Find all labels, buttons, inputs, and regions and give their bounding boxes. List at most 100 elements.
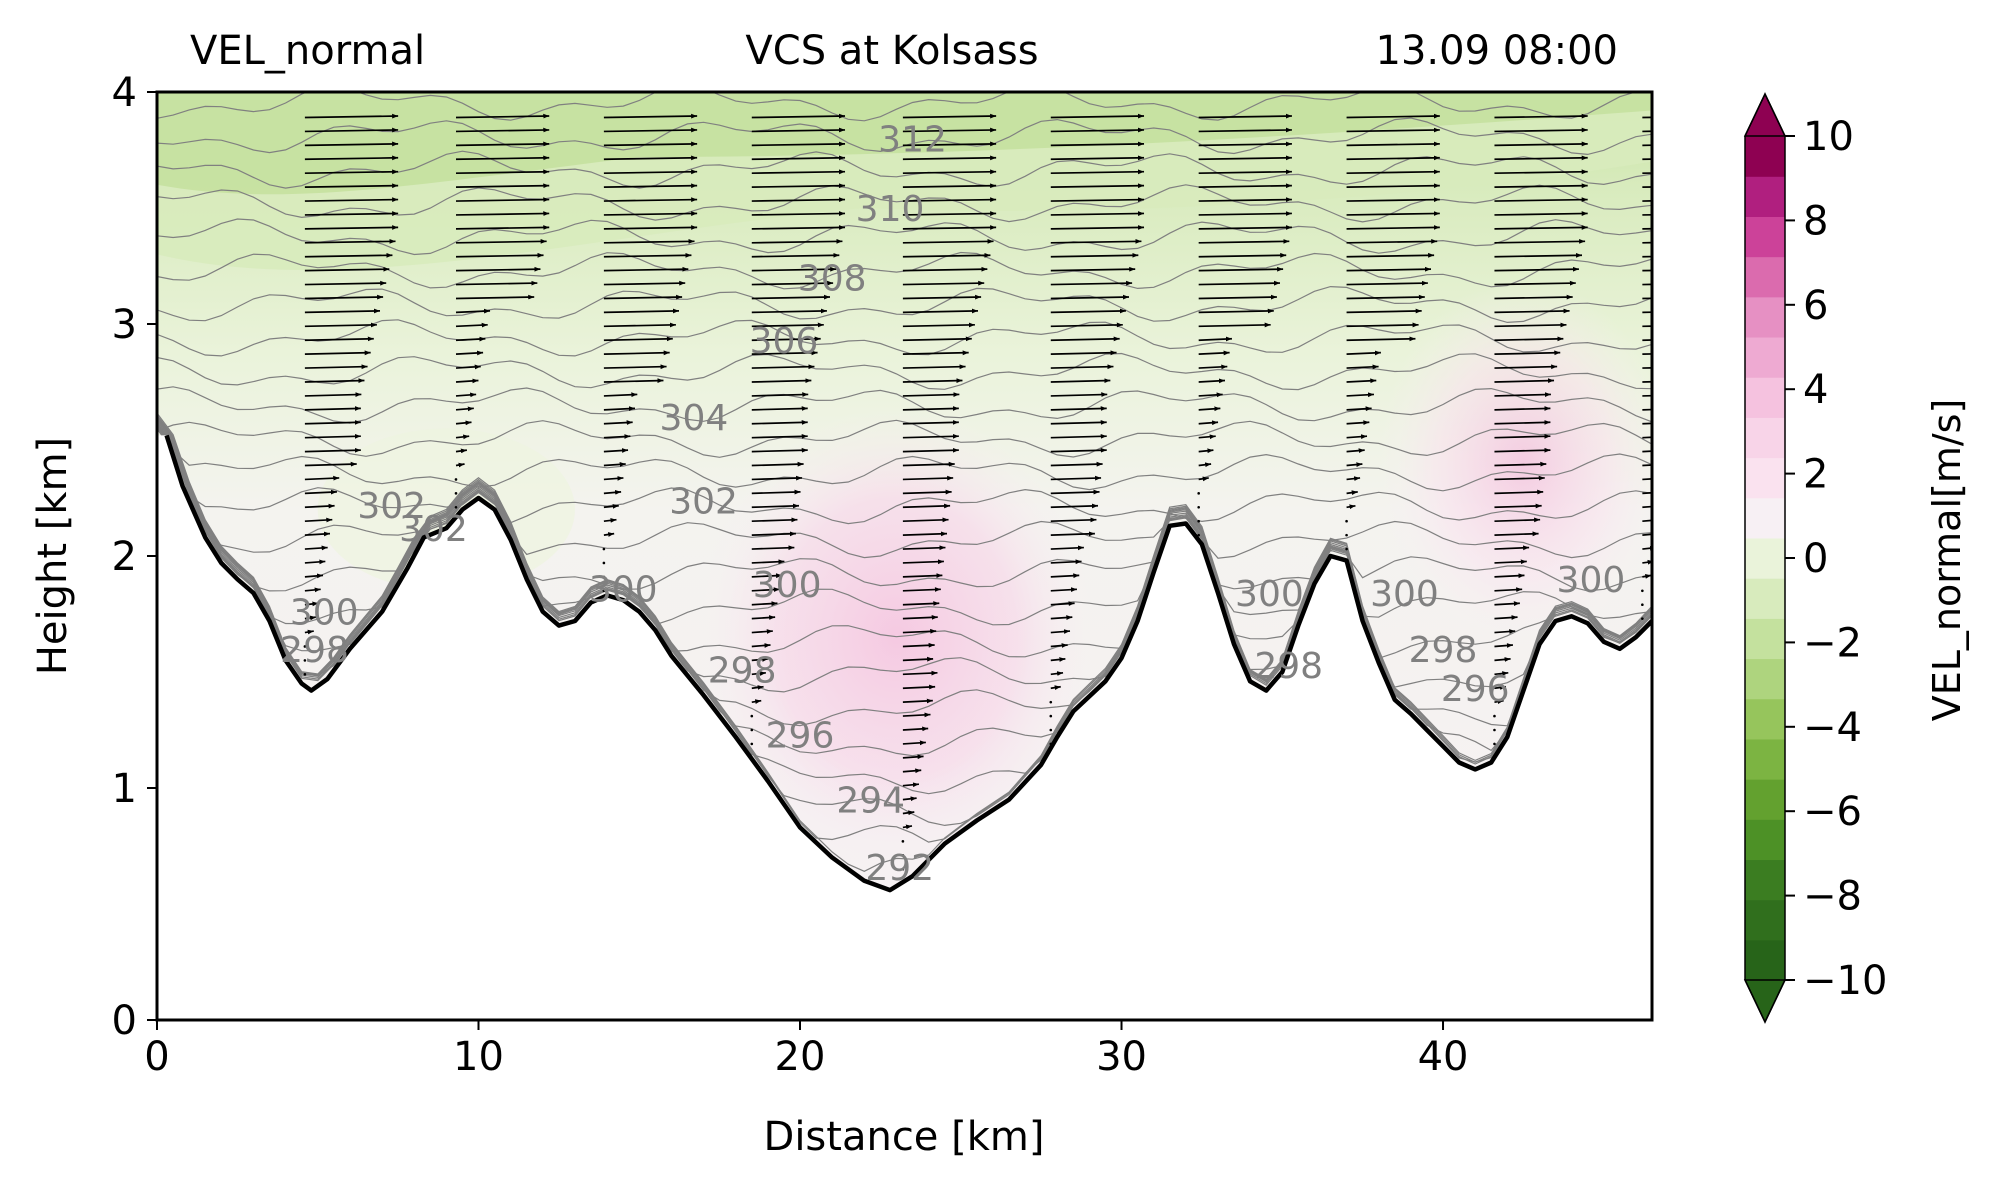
y-tick-label: 2 xyxy=(112,534,137,580)
wind-vector xyxy=(1198,113,1292,119)
wind-vector xyxy=(902,155,997,161)
wind-vector xyxy=(1346,141,1440,147)
wind-vector xyxy=(1346,350,1381,356)
isentrope-label: 306 xyxy=(750,321,819,362)
wind-vector xyxy=(751,475,803,481)
wind-vector xyxy=(751,378,812,384)
wind-vector xyxy=(455,406,474,412)
isentrope-label: 296 xyxy=(1441,669,1510,710)
wind-vector xyxy=(304,517,333,523)
wind-vector xyxy=(1198,280,1281,286)
wind-vector xyxy=(1198,183,1292,189)
wind-vector xyxy=(455,462,465,468)
isentrope-line xyxy=(157,285,1652,324)
wind-vector-dot xyxy=(1493,728,1496,732)
wind-vector xyxy=(603,308,680,314)
wind-vector xyxy=(1494,155,1588,161)
wind-vector xyxy=(603,252,692,258)
wind-vector xyxy=(304,601,319,607)
colorbar-segment xyxy=(1745,578,1785,619)
wind-vector xyxy=(1198,225,1292,230)
wind-vector xyxy=(603,503,619,509)
wind-vector xyxy=(1642,227,1652,230)
wind-vector xyxy=(902,559,944,565)
wind-vector xyxy=(751,503,800,509)
wind-vector xyxy=(1050,336,1120,342)
wind-vector xyxy=(1346,169,1440,175)
colorbar-segment xyxy=(1745,417,1785,459)
wind-vector xyxy=(1346,476,1361,481)
wind-vector-dot xyxy=(901,840,905,843)
wind-vector-dot xyxy=(303,673,307,676)
wind-vector xyxy=(1050,643,1068,648)
wind-vector xyxy=(1494,517,1541,523)
wind-vector xyxy=(902,211,997,216)
terrain-line xyxy=(164,434,1652,893)
wind-vector xyxy=(1346,406,1372,412)
wind-vector xyxy=(455,113,550,119)
wind-vector xyxy=(1198,211,1292,216)
wind-vector xyxy=(304,545,328,551)
title-center: VCS at Kolsass xyxy=(745,28,1038,74)
wind-vector xyxy=(902,670,938,676)
isentrope-line xyxy=(157,416,1652,827)
wind-vector-dot xyxy=(1345,547,1348,551)
wind-vector xyxy=(1050,350,1117,356)
wind-vector xyxy=(455,211,550,216)
axes: 0 10 20 30 40 0 1 2 3 4 xyxy=(112,70,1654,1080)
wind-vector xyxy=(1346,462,1363,467)
wind-vector xyxy=(902,656,934,662)
isentrope-label: 300 xyxy=(1370,574,1439,615)
isentrope-label: 300 xyxy=(1235,574,1304,615)
wind-vector xyxy=(603,238,695,244)
isentrope-line xyxy=(157,92,1652,122)
wind-vector xyxy=(304,447,361,453)
wind-vector xyxy=(455,127,550,133)
wind-vector xyxy=(751,238,843,244)
wind-vector xyxy=(902,294,982,300)
wind-vector xyxy=(751,559,785,565)
isentrope-line xyxy=(157,386,1652,424)
wind-vector-dot xyxy=(1493,714,1496,718)
wind-vector xyxy=(751,685,764,690)
wind-vector xyxy=(1494,685,1507,690)
wind-vector xyxy=(603,280,686,286)
wind-vector xyxy=(1198,238,1290,244)
isentrope-line xyxy=(157,422,1652,660)
wind-vector-dot xyxy=(1493,742,1496,746)
wind-vector xyxy=(902,698,933,704)
wind-vector xyxy=(751,615,776,620)
isentrope-label: 298 xyxy=(1254,646,1323,687)
wind-vector xyxy=(1050,294,1130,300)
wind-vector xyxy=(1050,671,1064,676)
wind-vector xyxy=(902,447,959,453)
isentrope-label: 292 xyxy=(865,848,934,889)
wind-vector xyxy=(902,615,938,620)
wind-vector xyxy=(902,113,997,119)
wind-vector xyxy=(1494,433,1551,439)
wind-vector xyxy=(751,322,824,328)
wind-vector-dot xyxy=(602,575,606,579)
wind-vector xyxy=(902,628,937,634)
colorbar-segment xyxy=(1745,336,1785,378)
y-axis-label: Height [km] xyxy=(30,437,76,675)
wind-vector xyxy=(1198,141,1292,147)
wind-vector xyxy=(455,364,481,370)
wind-vector xyxy=(751,643,771,648)
wind-vector xyxy=(304,155,399,161)
wind-vector xyxy=(902,378,963,384)
wind-vector xyxy=(1642,255,1652,258)
wind-vector xyxy=(751,699,762,704)
colorbar-segment xyxy=(1745,738,1785,780)
wind-vector xyxy=(603,364,667,370)
wind-vector-dot xyxy=(1345,519,1348,523)
wind-vector xyxy=(1494,587,1523,593)
colorbar-tick-label: −6 xyxy=(1803,789,1862,835)
wind-vector xyxy=(1198,462,1212,468)
wind-vector xyxy=(603,489,622,495)
wind-vector xyxy=(902,141,997,147)
wind-vector xyxy=(1050,364,1114,370)
wind-vector-dot xyxy=(901,853,905,857)
wind-vector xyxy=(1494,671,1509,676)
wind-vector xyxy=(1642,478,1652,481)
